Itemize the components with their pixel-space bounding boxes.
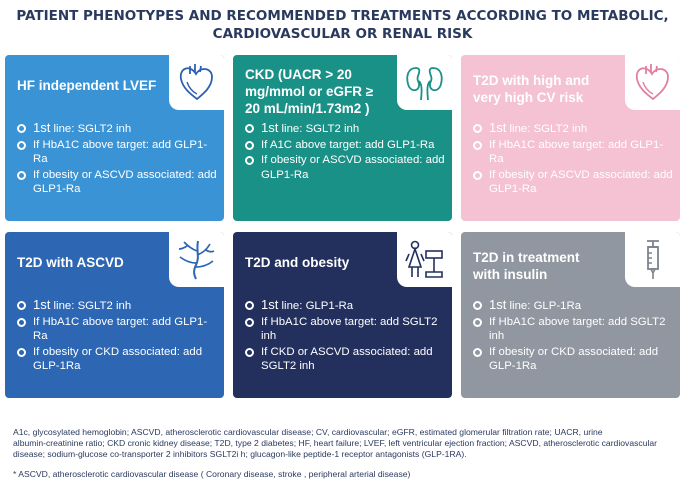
- card-title: T2D in treatment with insulin: [473, 250, 580, 282]
- title-line-1: PATIENT PHENOTYPES AND RECOMMENDED TREAT…: [16, 8, 669, 24]
- bullet-icon: [245, 301, 254, 310]
- bullet-icon: [17, 317, 26, 327]
- card-t2d-obesity: T2D and obesity 1st line: GLP1-Ra If HbA…: [233, 232, 452, 398]
- list-item: If obesity or CKD associated: add GLP-1R…: [17, 345, 219, 374]
- abbreviations-footnote: A1c, glycosylated hemoglobin; ASCVD, ath…: [13, 427, 658, 459]
- recommendation-list: 1st line: GLP-1Ra If HbA1C above target:…: [473, 297, 675, 375]
- icon-box: [625, 232, 680, 287]
- bullet-icon: [473, 317, 482, 327]
- recommendation-list: 1st line: SGLT2 inh If HbA1C above targe…: [17, 120, 219, 198]
- list-item: 1st line: SGLT2 inh: [245, 120, 447, 137]
- kidneys-icon: [406, 67, 443, 101]
- bullet-icon: [245, 124, 254, 133]
- list-item: If HbA1C above target: add GLP1-Ra: [473, 138, 675, 167]
- bullet-icon: [473, 170, 482, 180]
- bullet-icon: [473, 124, 482, 133]
- list-item: If HbA1C above target: add GLP1-Ra: [17, 138, 219, 167]
- card-hf-independent-lvef: HF independent LVEF 1st line: SGLT2 inh …: [5, 55, 224, 221]
- bullet-icon: [17, 140, 26, 150]
- bullet-icon: [17, 347, 26, 357]
- bullet-icon: [17, 124, 26, 133]
- card-t2d-insulin: T2D in treatment with insulin 1st line: …: [461, 232, 680, 398]
- list-item: 1st line: GLP1-Ra: [245, 297, 447, 314]
- card-title: HF independent LVEF: [17, 78, 157, 93]
- list-item: If HbA1C above target: add SGLT2 inh: [245, 315, 447, 344]
- card-ckd: CKD (UACR > 20 mg/mmol or eGFR ≥ 20 mL/m…: [233, 55, 452, 221]
- icon-box: [169, 232, 224, 287]
- list-item: 1st line: GLP-1Ra: [473, 297, 675, 314]
- bullet-icon: [473, 140, 482, 150]
- list-item: If obesity or ASCVD associated: add GLP1…: [473, 168, 675, 197]
- page-title: PATIENT PHENOTYPES AND RECOMMENDED TREAT…: [0, 7, 685, 43]
- bullet-icon: [473, 301, 482, 310]
- icon-box: [397, 55, 452, 110]
- card-title: T2D with ASCVD: [17, 255, 124, 270]
- heart-icon: [179, 64, 213, 101]
- list-item: If HbA1C above target: add SGLT2 inh: [473, 315, 675, 344]
- card-title: T2D with high and very high CV risk: [473, 73, 590, 105]
- bullet-icon: [17, 170, 26, 180]
- bullet-icon: [245, 347, 254, 357]
- card-t2d-ascvd: T2D with ASCVD 1st line: SGLT2 inh If Hb…: [5, 232, 224, 398]
- list-item: If CKD or ASCVD associated: add SGLT2 in…: [245, 345, 447, 374]
- bullet-icon: [473, 347, 482, 357]
- card-high-cv-risk: T2D with high and very high CV risk 1st …: [461, 55, 680, 221]
- list-item: If A1C above target: add GLP1-Ra: [245, 138, 447, 153]
- recommendation-list: 1st line: SGLT2 inh If HbA1C above targe…: [473, 120, 675, 198]
- list-item: If obesity or CKD associated: add GLP-1R…: [473, 345, 675, 374]
- icon-box: [397, 232, 452, 287]
- bullet-icon: [245, 317, 254, 327]
- list-item: If obesity or ASCVD associated: add GLP1…: [245, 153, 447, 182]
- bullet-icon: [17, 301, 26, 310]
- list-item: If obesity or ASCVD associated: add GLP1…: [17, 168, 219, 197]
- syringe-icon: [647, 240, 659, 279]
- bullet-icon: [245, 140, 254, 150]
- icon-box: [169, 55, 224, 110]
- list-item: If HbA1C above target: add GLP1-Ra: [17, 315, 219, 344]
- icon-box: [625, 55, 680, 110]
- bullet-icon: [245, 156, 254, 165]
- blood-vessels-icon: [178, 240, 215, 280]
- title-line-2: CARDIOVASCULAR OR RENAL RISK: [212, 26, 473, 42]
- recommendation-list: 1st line: SGLT2 inh If HbA1C above targe…: [17, 297, 219, 375]
- ascvd-footnote: * ASCVD, atherosclerotic cardiovascular …: [13, 469, 411, 479]
- recommendation-list: 1st line: SGLT2 inh If A1C above target:…: [245, 120, 447, 183]
- person-scale-icon: [405, 240, 443, 278]
- card-title: CKD (UACR > 20 mg/mmol or eGFR ≥ 20 mL/m…: [245, 67, 374, 116]
- recommendation-list: 1st line: GLP1-Ra If HbA1C above target:…: [245, 297, 447, 375]
- card-title: T2D and obesity: [245, 255, 350, 270]
- list-item: 1st line: SGLT2 inh: [473, 120, 675, 137]
- list-item: 1st line: SGLT2 inh: [17, 120, 219, 137]
- heart-icon: [635, 64, 669, 101]
- list-item: 1st line: SGLT2 inh: [17, 297, 219, 314]
